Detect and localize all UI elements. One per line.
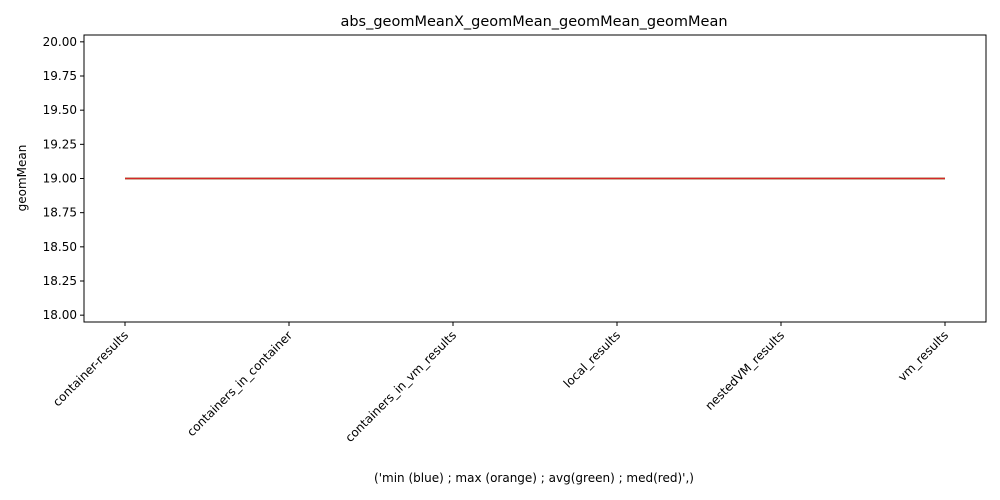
y-axis-label: geomMean (15, 145, 29, 212)
y-tick-label: 19.00 (43, 172, 77, 186)
x-tick-label: nestedVM_results (702, 328, 787, 413)
x-axis-label: ('min (blue) ; max (orange) ; avg(green)… (374, 471, 694, 485)
y-tick-label: 20.00 (43, 35, 77, 49)
chart-title: abs_geomMeanX_geomMean_geomMean_geomMean (340, 14, 727, 30)
x-tick-label: containers_in_vm_results (342, 328, 459, 445)
x-tick-label: container-results (50, 328, 131, 409)
y-tick-label: 18.75 (43, 206, 77, 220)
x-tick-label: local_results (561, 328, 623, 390)
y-tick-label: 18.50 (43, 240, 77, 254)
y-tick-label: 18.25 (43, 274, 77, 288)
y-tick-label: 19.25 (43, 137, 77, 151)
x-tick-label: vm_results (895, 328, 951, 384)
x-tick-label: containers_in_container (184, 328, 295, 439)
y-axis: 18.00 18.25 18.50 18.75 19.00 19.25 19.50 19.75… (43, 35, 84, 322)
y-tick-label: 18.00 (43, 308, 77, 322)
x-axis: container-results containers_in_container… (50, 322, 951, 445)
y-tick-label: 19.75 (43, 69, 77, 83)
y-tick-label: 19.50 (43, 103, 77, 117)
